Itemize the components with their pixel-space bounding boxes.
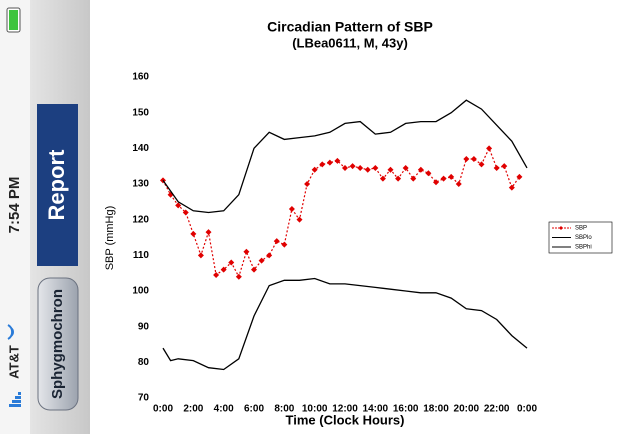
y-tick-label: 130	[132, 179, 149, 190]
series-line	[162, 99, 528, 214]
y-tick-label: 80	[138, 357, 150, 368]
x-tick-label: 14:00	[363, 404, 389, 415]
legend-marker	[559, 226, 563, 230]
status-bar	[0, 0, 30, 434]
data-point	[175, 202, 182, 209]
y-tick-label: 100	[132, 286, 149, 297]
data-point	[433, 179, 439, 186]
report-title: Report	[44, 149, 69, 221]
data-point	[182, 209, 189, 216]
x-tick-label: 2:00	[183, 404, 203, 415]
data-point	[342, 164, 348, 171]
series-line	[162, 277, 528, 371]
y-tick-label: 90	[138, 321, 150, 332]
chart: Circadian Pattern of SBP (LBea0611, M, 4…	[104, 19, 613, 427]
data-point	[516, 173, 523, 180]
legend-label: SBPlo	[575, 235, 592, 241]
data-point	[228, 259, 235, 266]
legend-label: SBP	[575, 226, 587, 232]
y-axis-label: SBP (mmHg)	[104, 206, 116, 271]
data-point	[440, 175, 447, 182]
battery-level	[9, 10, 18, 30]
data-point	[296, 216, 303, 223]
data-point	[288, 205, 295, 212]
y-tick-label: 140	[132, 143, 149, 154]
x-tick-label: 16:00	[393, 404, 419, 415]
data-point	[508, 184, 515, 191]
data-point	[486, 145, 493, 152]
carrier: AT&T	[6, 345, 21, 379]
x-tick-label: 10:00	[302, 404, 328, 415]
data-point	[402, 164, 409, 171]
x-tick-label: 0:00	[153, 404, 173, 415]
data-point	[197, 252, 204, 259]
data-point	[235, 273, 242, 280]
x-tick-label: 18:00	[423, 404, 449, 415]
y-tick-label: 150	[132, 107, 149, 118]
y-tick-label: 160	[132, 72, 149, 83]
data-point	[220, 266, 227, 273]
data-point	[258, 257, 265, 264]
data-point	[311, 166, 318, 173]
x-tick-label: 12:00	[332, 404, 358, 415]
wifi-icon	[7, 324, 14, 340]
data-point	[243, 248, 250, 255]
data-point	[478, 161, 485, 168]
data-point	[379, 175, 386, 182]
data-point	[349, 163, 356, 170]
data-point	[455, 181, 462, 187]
data-point	[387, 166, 394, 173]
x-tick-label: 22:00	[484, 404, 510, 415]
signal-icon	[9, 392, 21, 407]
data-point	[493, 164, 500, 171]
data-point	[190, 230, 197, 237]
chart-title: Circadian Pattern of SBP	[267, 19, 433, 35]
data-point	[501, 163, 508, 170]
report-banner	[37, 104, 78, 266]
data-point	[326, 159, 333, 166]
data-point	[205, 229, 212, 236]
data-point	[319, 161, 326, 168]
y-tick-label: 110	[133, 250, 150, 261]
x-tick-label: 20:00	[454, 404, 480, 415]
data-point	[251, 266, 257, 273]
legend-label: SBPhi	[575, 245, 592, 251]
data-point	[417, 166, 424, 173]
series-line	[162, 146, 520, 279]
data-point	[395, 175, 402, 182]
x-tick-label: 0:00	[517, 404, 537, 415]
x-axis-label: Time (Clock Hours)	[286, 412, 405, 427]
sphygmochron-label[interactable]: Sphygmochron	[49, 289, 66, 399]
data-point	[281, 241, 288, 248]
status-time: 7:54 PM	[6, 177, 23, 234]
data-point	[470, 156, 477, 163]
data-point	[273, 238, 280, 245]
chart-subtitle: (LBea0611, M, 43y)	[292, 35, 408, 50]
y-tick-label: 70	[138, 393, 150, 404]
data-point	[364, 166, 371, 173]
data-point	[357, 164, 364, 171]
data-point	[425, 170, 432, 177]
data-point	[448, 173, 455, 180]
data-point	[213, 271, 220, 278]
data-point	[410, 175, 417, 182]
x-tick-label: 8:00	[274, 404, 294, 415]
x-tick-label: 4:00	[214, 404, 234, 415]
data-point	[372, 164, 379, 171]
data-point	[334, 157, 341, 164]
data-point	[463, 156, 470, 163]
y-tick-label: 120	[132, 214, 149, 225]
sphygmochron-button[interactable]	[37, 277, 79, 411]
data-point	[304, 181, 311, 187]
x-tick-label: 6:00	[244, 404, 264, 415]
data-point	[266, 252, 273, 259]
